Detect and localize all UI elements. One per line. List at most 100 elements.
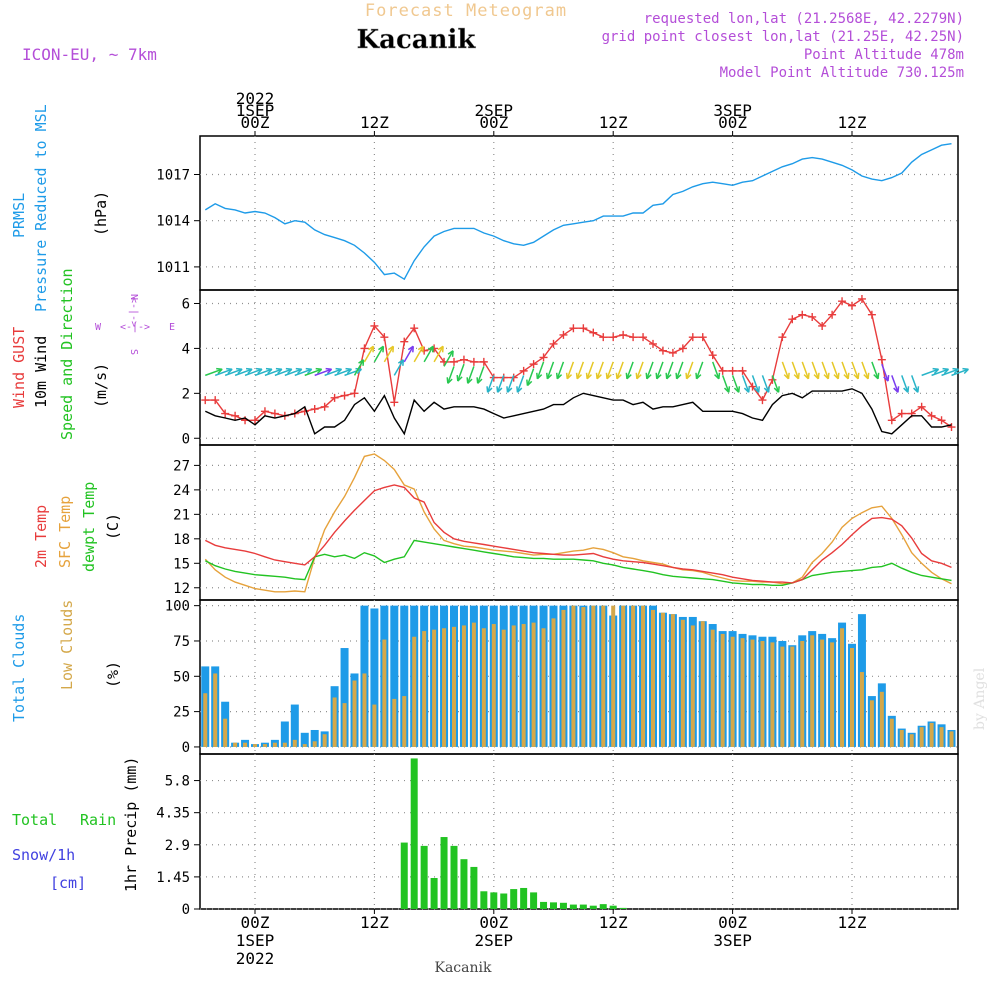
wind-unit: (m/s) bbox=[92, 363, 110, 408]
pressure-label: PRMSL bbox=[10, 193, 28, 238]
temp-tick: 15 bbox=[173, 556, 190, 572]
low-clouds-bar bbox=[909, 734, 914, 747]
wind-direction-arrow bbox=[324, 367, 343, 377]
rain-bar bbox=[599, 904, 607, 909]
wind-direction-arrow bbox=[910, 375, 920, 393]
gust-point bbox=[459, 355, 468, 364]
pressure-tick: 1014 bbox=[156, 214, 190, 230]
bottom-time-label: 1SEP bbox=[236, 931, 275, 950]
gust-point bbox=[708, 351, 717, 360]
bottom-time-label: 2SEP bbox=[475, 931, 514, 950]
wind-direction-arrow bbox=[496, 375, 505, 393]
wind-direction-arrow bbox=[373, 345, 385, 363]
low-clouds-bar bbox=[372, 704, 377, 747]
gust-point bbox=[519, 366, 528, 375]
low-clouds-bar bbox=[243, 742, 248, 747]
wind-tick: 2 bbox=[182, 386, 190, 402]
gust-point bbox=[877, 355, 886, 364]
low-clouds-bar bbox=[899, 729, 904, 747]
gust-point bbox=[410, 324, 419, 333]
gust-point bbox=[360, 344, 369, 353]
temperature-series bbox=[204, 453, 952, 593]
gust-point bbox=[569, 324, 578, 333]
rain-label: Rain bbox=[80, 811, 116, 829]
wind-direction-arrow bbox=[466, 366, 475, 384]
low-clouds-bar bbox=[651, 609, 655, 747]
low-clouds-bar bbox=[292, 739, 297, 747]
precip-tick: 2.9 bbox=[165, 838, 190, 854]
gust-point bbox=[947, 423, 956, 432]
gust-point bbox=[270, 409, 279, 418]
wind-label: 10m Wind bbox=[32, 336, 50, 408]
wind-direction-arrow bbox=[314, 367, 333, 377]
gust-point bbox=[927, 411, 936, 420]
low-clouds-bar bbox=[501, 629, 506, 747]
low-clouds-bar bbox=[322, 734, 327, 747]
footer-location: Kacanik bbox=[435, 960, 492, 976]
wind-direction-label: Speed and Direction bbox=[58, 268, 76, 440]
wind-direction-arrow bbox=[891, 375, 900, 393]
temp-unit: (C) bbox=[104, 513, 122, 540]
wind-direction-arrow bbox=[781, 361, 790, 380]
wind-direction-arrow bbox=[595, 361, 604, 380]
rain-bar bbox=[559, 902, 567, 909]
rain-bar bbox=[530, 892, 538, 909]
top-time-label: 2SEP bbox=[475, 101, 514, 120]
panel-frames bbox=[199, 135, 959, 910]
rain-bar bbox=[619, 907, 627, 909]
low-clouds-bar bbox=[929, 722, 934, 747]
gust-point bbox=[848, 301, 856, 310]
bottom-time-label: 00Z bbox=[718, 913, 747, 932]
wind-direction-arrow bbox=[204, 367, 223, 377]
wind-direction-arrow bbox=[615, 361, 624, 380]
wind-direction-arrow bbox=[831, 361, 840, 380]
gust-point bbox=[758, 396, 767, 405]
pressure-series bbox=[204, 143, 952, 281]
low-clouds-bar bbox=[342, 703, 347, 747]
gust-point bbox=[479, 357, 488, 366]
wind-direction-arrow bbox=[353, 359, 365, 376]
low-clouds-bar bbox=[352, 680, 357, 747]
low-clouds-bar bbox=[571, 605, 576, 747]
gust-point bbox=[658, 346, 667, 355]
gust-point bbox=[629, 333, 638, 342]
gust-point bbox=[808, 312, 817, 321]
low-clouds-bar bbox=[282, 742, 287, 747]
compass-north: N bbox=[128, 294, 139, 300]
gust-point bbox=[390, 398, 399, 407]
wind-direction-arrow bbox=[635, 361, 644, 380]
rain-bar bbox=[450, 845, 458, 909]
bottom-time-label: 00Z bbox=[241, 913, 270, 932]
low-clouds-bar bbox=[889, 718, 894, 747]
clouds-tick: 100 bbox=[165, 599, 190, 615]
gust-point bbox=[668, 348, 677, 357]
wind-direction-arrow bbox=[951, 367, 969, 377]
low-clouds-bar bbox=[491, 624, 496, 747]
top-time-label: 00Z bbox=[718, 113, 747, 132]
wind-direction-arrow bbox=[585, 361, 595, 380]
model-point-altitude: Model Point Altitude 730.125m bbox=[720, 65, 964, 81]
pressure-panel-labels: PRMSL Pressure Reduced to MSL (hPa) bbox=[10, 104, 110, 312]
dewpt-label: dewpt Temp bbox=[80, 482, 98, 572]
low-clouds-bar bbox=[412, 636, 417, 747]
low-clouds-bar bbox=[879, 691, 884, 747]
wind-panel-labels: Wind GUST 10m Wind Speed and Direction (… bbox=[10, 268, 175, 440]
low-clouds-bar bbox=[531, 622, 536, 747]
wind-direction-arrow bbox=[264, 367, 283, 377]
gust-point bbox=[857, 294, 866, 303]
temp-tick: 24 bbox=[173, 483, 190, 499]
wind-direction-arrow bbox=[655, 361, 664, 380]
gust-point bbox=[917, 402, 926, 411]
gust-point bbox=[450, 357, 458, 366]
rain-bar bbox=[520, 887, 528, 909]
gust-point bbox=[340, 391, 349, 400]
gust-point bbox=[469, 357, 478, 366]
pressure-line bbox=[204, 143, 952, 281]
precip-y-ticks: 0 1.45 2.9 4.35 5.8 bbox=[156, 774, 190, 918]
low-clouds-bar bbox=[461, 625, 466, 747]
gust-label: Wind GUST bbox=[10, 327, 28, 408]
requested-coords: requested lon,lat (21.2568E, 42.2279N) bbox=[644, 11, 964, 27]
gust-point bbox=[738, 366, 747, 375]
low-clouds-bar bbox=[919, 727, 924, 747]
wind-direction-arrow bbox=[901, 375, 910, 393]
